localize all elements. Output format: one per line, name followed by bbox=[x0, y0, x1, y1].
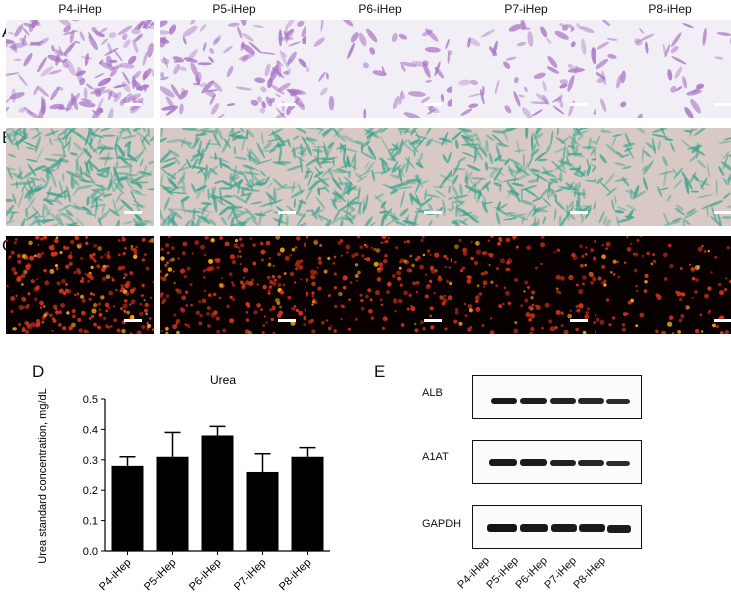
panel-letter-e: E bbox=[374, 362, 385, 382]
chart-bars bbox=[112, 426, 324, 551]
bar bbox=[202, 435, 234, 551]
blot-band bbox=[579, 524, 605, 532]
micrograph-c-8 bbox=[596, 236, 731, 334]
blot-bands-alb bbox=[473, 376, 641, 418]
band-label-a1at: A1AT bbox=[422, 451, 449, 463]
micrograph-b-6 bbox=[306, 128, 454, 226]
blot-band bbox=[551, 524, 577, 532]
micrograph-a-5 bbox=[160, 20, 308, 118]
scale-bar bbox=[714, 103, 731, 106]
scale-bar bbox=[124, 211, 142, 214]
blot-band bbox=[606, 399, 630, 404]
x-tick-label: P5-iHep bbox=[142, 557, 179, 594]
blot-box-alb bbox=[472, 375, 642, 419]
scale-bar bbox=[124, 319, 142, 322]
micrograph-b-4 bbox=[6, 128, 154, 226]
blot-band bbox=[520, 524, 548, 532]
blot-band bbox=[550, 398, 576, 404]
x-tick-label: P4-iHep bbox=[97, 557, 134, 594]
scale-bar bbox=[278, 319, 296, 322]
scale-bar bbox=[570, 103, 588, 106]
micrograph-c-4 bbox=[6, 236, 154, 334]
band-label-gapdh: GAPDH bbox=[422, 518, 461, 530]
micrograph-a-8 bbox=[596, 20, 731, 118]
scale-bar bbox=[424, 211, 442, 214]
x-tick-label: P8-iHep bbox=[277, 557, 314, 594]
band-label-alb: ALB bbox=[422, 387, 443, 399]
micrograph-b-5 bbox=[160, 128, 308, 226]
y-tick-label: 0.0 bbox=[83, 546, 98, 558]
micrograph-c-6 bbox=[306, 236, 454, 334]
scale-bar bbox=[278, 103, 296, 106]
bar bbox=[112, 466, 144, 551]
blot-band bbox=[606, 461, 630, 466]
blot-band bbox=[550, 460, 576, 466]
bar bbox=[292, 457, 324, 551]
micrograph-c-5 bbox=[160, 236, 308, 334]
column-label-p4: P4-iHep bbox=[6, 2, 154, 16]
blot-band bbox=[487, 524, 517, 532]
micrograph-b-8 bbox=[596, 128, 731, 226]
chart-y-axis-label: Urea standard concentration, mg/dL bbox=[37, 388, 49, 564]
micrograph-a-7 bbox=[452, 20, 600, 118]
bar bbox=[247, 472, 279, 551]
scale-bar bbox=[570, 319, 588, 322]
micrograph-b-7 bbox=[452, 128, 600, 226]
blot-band bbox=[578, 398, 604, 404]
y-tick-label: 0.5 bbox=[83, 394, 98, 406]
micrograph-c-7 bbox=[452, 236, 600, 334]
blot-box-gapdh bbox=[472, 505, 642, 549]
micrograph-a-6 bbox=[306, 20, 454, 118]
column-label-p5: P5-iHep bbox=[160, 2, 308, 16]
scale-bar bbox=[278, 211, 296, 214]
micrograph-a-4 bbox=[6, 20, 154, 118]
blot-box-a1at bbox=[472, 440, 642, 484]
chart-title: Urea bbox=[210, 373, 236, 387]
scale-bar bbox=[570, 211, 588, 214]
blot-bands-a1at bbox=[473, 441, 641, 483]
scale-bar bbox=[424, 319, 442, 322]
blot-band bbox=[520, 398, 547, 404]
blot-band bbox=[520, 459, 547, 466]
y-tick-label: 0.1 bbox=[83, 516, 98, 528]
column-label-p8: P8-iHep bbox=[596, 2, 731, 16]
scale-bar bbox=[714, 211, 731, 214]
blot-bands-gapdh bbox=[473, 506, 641, 548]
y-tick-label: 0.2 bbox=[83, 485, 98, 497]
urea-bar-chart: Urea Urea standard concentration, mg/dL … bbox=[30, 368, 350, 596]
scale-bar bbox=[714, 319, 731, 322]
blot-band bbox=[489, 459, 517, 466]
column-label-p7: P7-iHep bbox=[452, 2, 600, 16]
bar bbox=[157, 457, 189, 551]
y-tick-label: 0.3 bbox=[83, 455, 98, 467]
x-tick-label: P7-iHep bbox=[232, 557, 269, 594]
blot-band bbox=[607, 525, 631, 533]
scale-bar bbox=[424, 103, 442, 106]
urea-chart-svg: Urea Urea standard concentration, mg/dL … bbox=[30, 368, 350, 596]
scale-bar bbox=[124, 103, 142, 106]
blot-band bbox=[491, 398, 517, 404]
y-tick-label: 0.4 bbox=[83, 424, 98, 436]
x-tick-label: P6-iHep bbox=[187, 557, 224, 594]
column-label-p6: P6-iHep bbox=[306, 2, 454, 16]
blot-band bbox=[578, 460, 604, 466]
